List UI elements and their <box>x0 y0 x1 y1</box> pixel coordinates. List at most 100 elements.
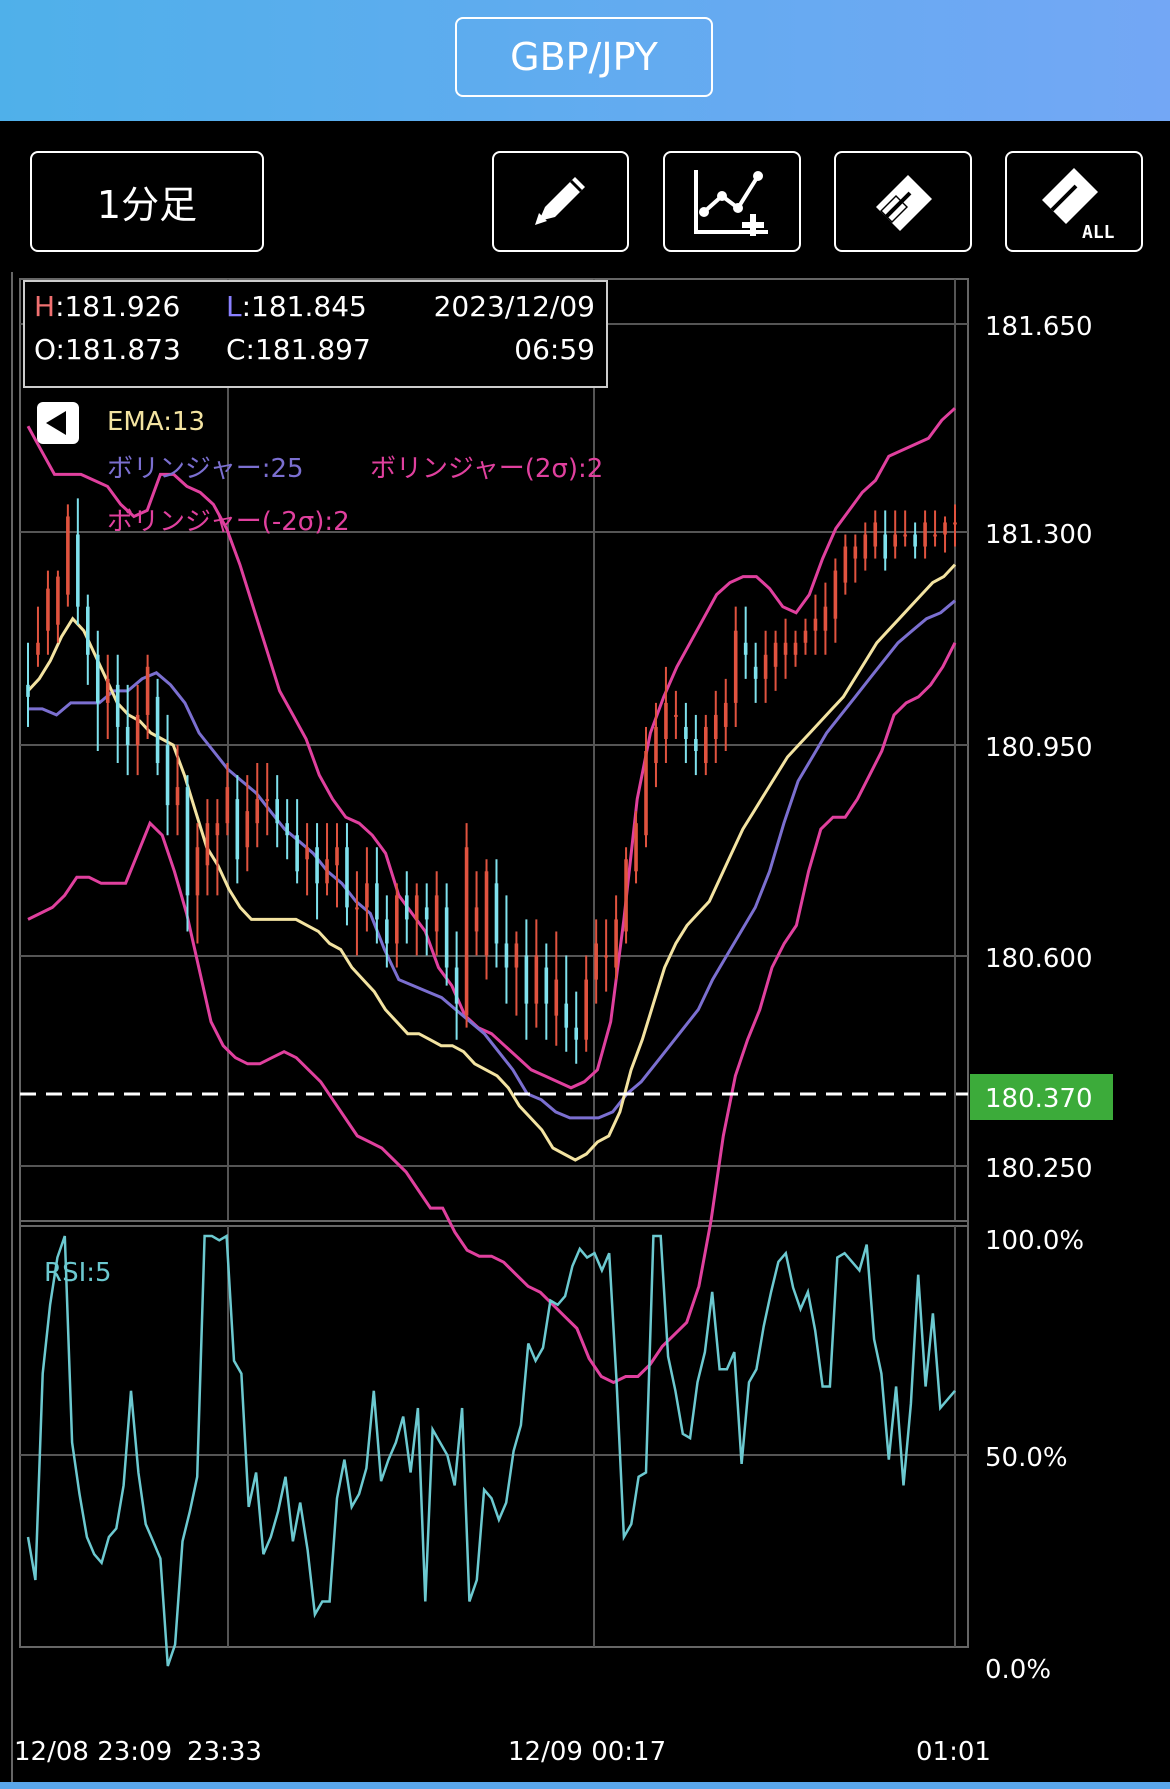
candle-body <box>145 666 150 715</box>
candle-body <box>36 642 40 655</box>
candle-body <box>584 979 588 1040</box>
time-tick: 01:01 <box>916 1737 991 1767</box>
bb-upper-line <box>26 407 957 1090</box>
candle-body <box>414 895 419 920</box>
ohlc-time: 06:59 <box>514 333 595 366</box>
rsi-label: RSI:5 <box>44 1258 112 1288</box>
candle-body <box>933 534 937 537</box>
candle-body <box>773 642 778 667</box>
candle-body <box>644 751 648 836</box>
legend-bb-lower: ボリンジャー(-2σ):2 <box>107 507 350 537</box>
price-tick: 181.300 <box>985 520 1093 550</box>
collapse-legend-button[interactable] <box>37 402 79 444</box>
candle-body <box>943 522 947 535</box>
candle-body <box>783 642 788 655</box>
candle-body <box>694 738 698 752</box>
candle-body <box>883 534 888 559</box>
candle-body <box>544 967 549 1004</box>
candle-body <box>614 919 618 968</box>
candle-body <box>624 859 628 932</box>
candle-body <box>215 823 220 836</box>
price-tick: 180.950 <box>985 733 1093 763</box>
candle-body <box>26 684 30 697</box>
candle-body <box>923 522 927 547</box>
candle-body <box>275 799 279 824</box>
eraser-all-icon: ALL <box>1042 167 1115 242</box>
legend-bb-mid: ボリンジャー:25 <box>107 454 304 484</box>
timeframe-button[interactable]: 1分足 <box>30 151 264 252</box>
candle-body <box>235 799 240 860</box>
eraser-button[interactable] <box>834 151 972 252</box>
candle-body <box>404 895 409 920</box>
pencil-icon <box>534 176 585 225</box>
chart-area[interactable]: 180.370 181.650 181.300 180.950 180.600 … <box>0 262 1170 1782</box>
candle-body <box>913 534 917 547</box>
candle-body <box>86 606 90 655</box>
candle-body <box>953 522 957 525</box>
candle-body <box>315 847 319 884</box>
candle-body <box>225 787 230 824</box>
eraser-all-label: ALL <box>1082 222 1115 242</box>
candle-body <box>504 943 509 968</box>
bb-lower-line <box>27 642 957 1385</box>
candle-body <box>743 642 748 655</box>
candle-body <box>604 955 608 958</box>
candle-body <box>464 847 469 1016</box>
currency-pair-button[interactable]: GBP/JPY <box>455 17 713 97</box>
candle-body <box>424 907 429 920</box>
candle-body <box>873 522 878 547</box>
ohlc-date: 2023/12/09 <box>434 290 595 323</box>
candle-body <box>434 895 439 932</box>
ohlc-open: O:181.873 <box>34 333 181 366</box>
current-price-label: 180.370 <box>985 1084 1093 1114</box>
candle-body <box>853 546 858 559</box>
eraser-all-button[interactable]: ALL <box>1005 151 1143 252</box>
candle-body <box>763 654 768 679</box>
candle-body <box>843 546 848 583</box>
candle-body <box>534 955 539 1004</box>
candle-body <box>733 630 738 703</box>
header-bar: GBP/JPY <box>0 0 1170 121</box>
candle-body <box>514 943 519 968</box>
candle-body <box>46 588 50 631</box>
candle-body <box>723 702 728 727</box>
ohlc-low: L:181.845 <box>226 290 367 323</box>
candlesticks <box>26 498 957 1064</box>
candle-body <box>305 847 309 860</box>
ohlc-close: C:181.897 <box>226 333 371 366</box>
candle-body <box>704 726 708 764</box>
candle-body <box>385 919 389 944</box>
candle-body <box>375 883 379 920</box>
candle-body <box>335 847 339 866</box>
candle-body <box>255 799 260 824</box>
candle-body <box>793 642 798 655</box>
candle-body <box>105 678 110 703</box>
candle-body <box>444 907 449 968</box>
candle-body <box>554 979 559 1016</box>
candle-body <box>634 823 638 872</box>
rsi-tick: 50.0% <box>985 1443 1068 1473</box>
time-tick: 12/08 23:09 <box>14 1737 172 1767</box>
price-tick: 180.250 <box>985 1154 1093 1184</box>
time-tick: 12/09 00:17 <box>508 1737 666 1767</box>
legend-ema: EMA:13 <box>107 407 205 437</box>
eraser-icon <box>876 174 932 231</box>
candle-body <box>285 823 289 836</box>
triangle-left-icon <box>46 411 66 435</box>
candle-body <box>135 714 140 745</box>
candle-body <box>893 534 897 547</box>
rsi-line <box>26 1233 956 1667</box>
candle-body <box>115 684 120 727</box>
add-indicator-icon <box>694 169 768 236</box>
candle-body <box>325 859 329 884</box>
draw-pencil-button[interactable] <box>492 151 629 252</box>
candle-body <box>345 847 349 908</box>
candle-body <box>66 516 70 595</box>
candle-body <box>125 726 130 745</box>
candle-body <box>664 702 668 739</box>
candle-body <box>155 696 160 764</box>
candle-body <box>713 714 718 739</box>
add-indicator-button[interactable] <box>663 151 801 252</box>
candle-body <box>674 714 678 717</box>
candle-body <box>295 835 299 872</box>
